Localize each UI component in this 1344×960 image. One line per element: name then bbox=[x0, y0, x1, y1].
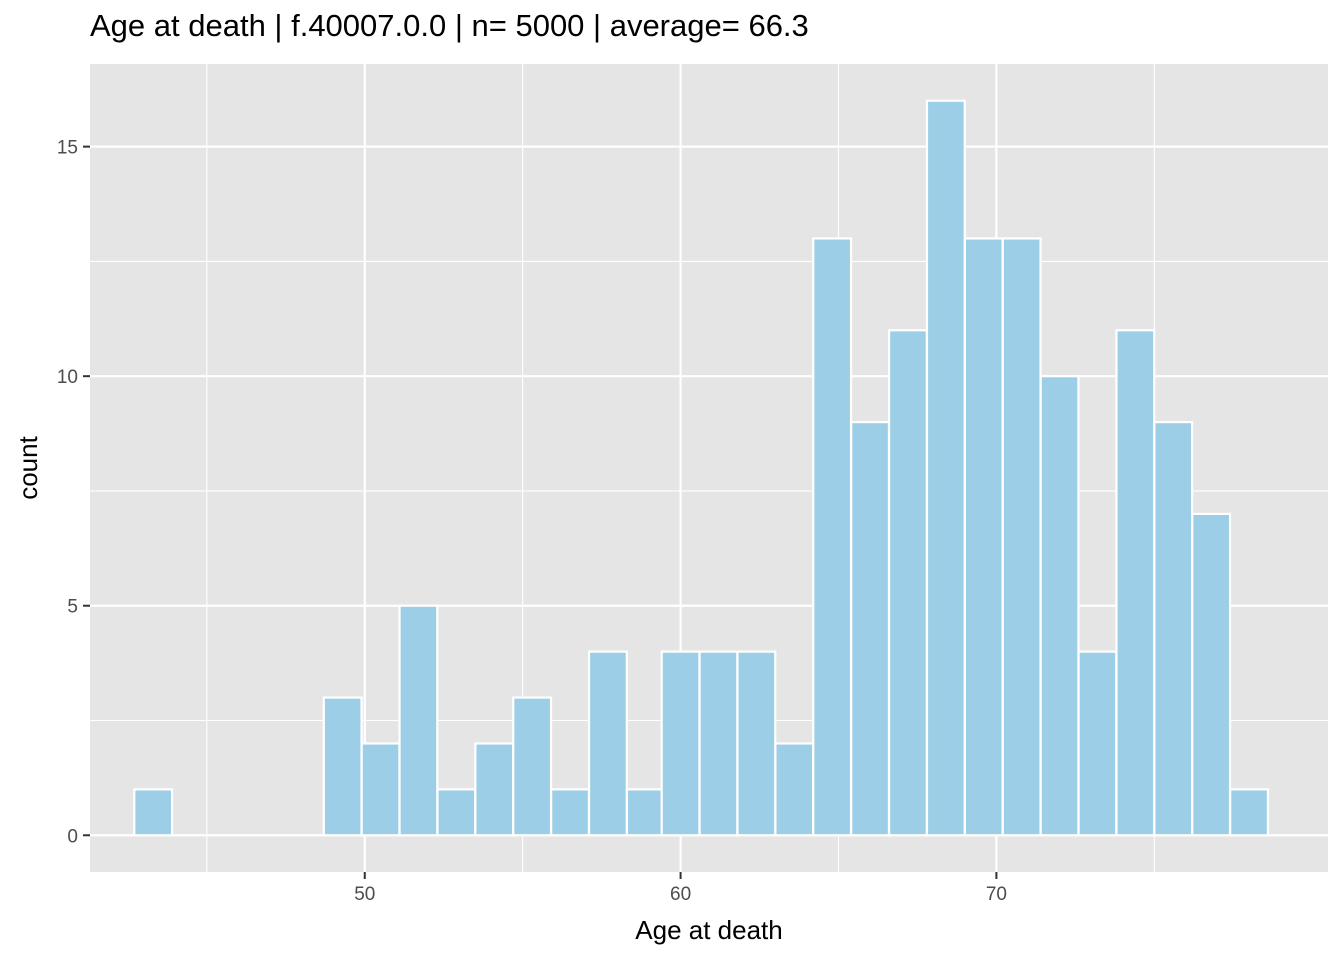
histogram-bar bbox=[436, 788, 477, 837]
histogram-bar bbox=[1115, 329, 1156, 837]
histogram-bar bbox=[1153, 420, 1194, 837]
histogram-bar bbox=[925, 99, 966, 837]
x-tick-label: 60 bbox=[670, 884, 691, 905]
histogram-bars bbox=[133, 99, 1270, 837]
y-tick-label: 5 bbox=[67, 597, 78, 618]
histogram-bar bbox=[360, 742, 401, 837]
histogram-bar bbox=[625, 788, 666, 837]
y-tick-label: 0 bbox=[67, 826, 78, 847]
histogram-bar bbox=[887, 329, 928, 837]
histogram-bar bbox=[1039, 375, 1080, 837]
y-axis-title: count bbox=[13, 435, 43, 499]
histogram-bar bbox=[1077, 650, 1118, 837]
histogram-bar bbox=[963, 237, 1004, 837]
histogram-bar bbox=[736, 650, 777, 837]
x-axis-title: Age at death bbox=[635, 915, 782, 945]
histogram-bar bbox=[587, 650, 628, 837]
histogram-bar bbox=[698, 650, 739, 837]
x-tick-label: 70 bbox=[986, 884, 1007, 905]
histogram-bar bbox=[550, 788, 591, 837]
histogram-bar bbox=[812, 237, 853, 837]
chart-title: Age at death | f.40007.0.0 | n= 5000 | a… bbox=[90, 8, 809, 43]
y-tick-label: 10 bbox=[57, 367, 78, 388]
histogram-bar bbox=[1001, 237, 1042, 837]
axes: 0 5 10 15 50 60 70 bbox=[57, 138, 1007, 905]
histogram-bar bbox=[660, 650, 701, 837]
histogram-bar bbox=[1191, 512, 1232, 837]
y-tick-label: 15 bbox=[57, 138, 78, 159]
histogram-bar bbox=[512, 696, 553, 837]
histogram-bar bbox=[474, 742, 515, 837]
histogram-bar bbox=[322, 696, 363, 837]
histogram-bar bbox=[133, 788, 174, 837]
histogram-bar bbox=[850, 420, 891, 837]
histogram-bar bbox=[398, 604, 439, 837]
histogram-bar bbox=[1229, 788, 1270, 837]
x-tick-label: 50 bbox=[354, 884, 375, 905]
histogram-bar bbox=[774, 742, 815, 837]
